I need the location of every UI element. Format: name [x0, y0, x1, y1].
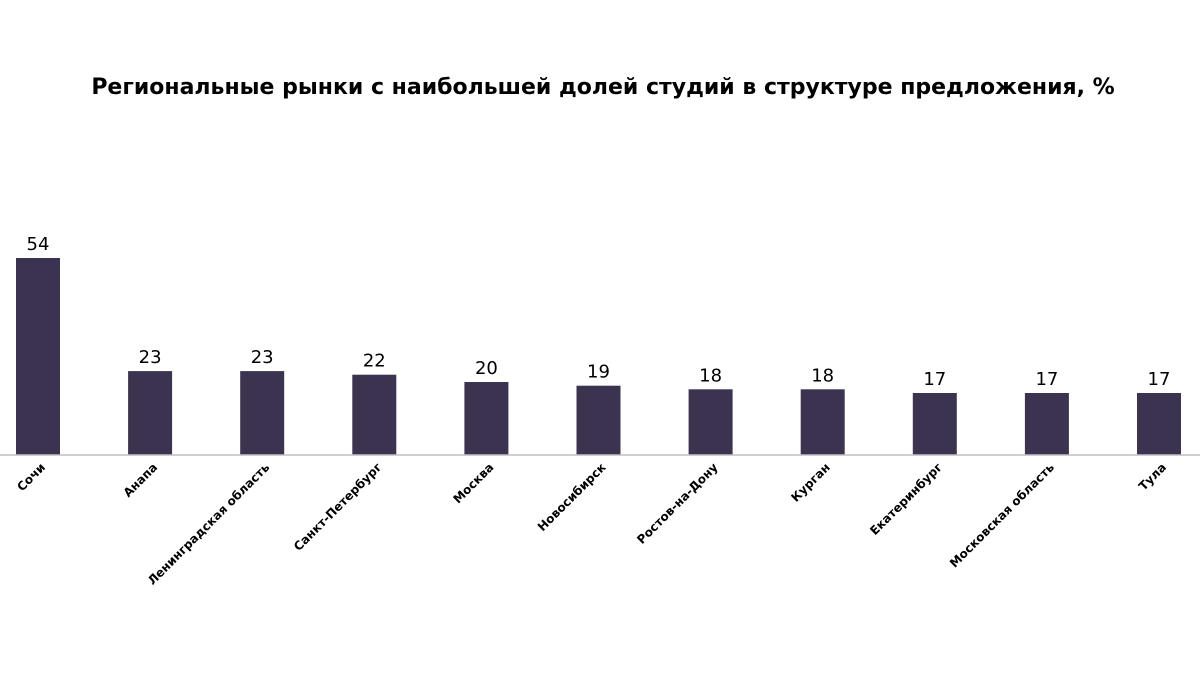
x-tick-label: Москва: [450, 460, 496, 506]
bar-value-label: 18: [811, 365, 834, 386]
bar: [912, 393, 957, 455]
bar: [800, 389, 845, 455]
bar-value-label: 17: [923, 369, 946, 390]
bar: [576, 385, 621, 455]
bar-value-label: 19: [587, 362, 610, 383]
bar: [464, 382, 509, 455]
bar-value-label: 18: [699, 365, 722, 386]
bar: [240, 371, 285, 455]
bar: [128, 371, 173, 455]
bar-value-label: 20: [475, 358, 498, 379]
bars-layer: [16, 258, 1181, 455]
x-tick-label: Тула: [1136, 460, 1169, 493]
x-tick-label: Анапа: [121, 460, 161, 500]
x-tick-label: Санкт-Петербург: [291, 460, 384, 553]
bar-value-label: 23: [139, 347, 162, 368]
chart-title: Региональные рынки с наибольшей долей ст…: [91, 75, 1114, 100]
x-tick-label: Екатеринбург: [867, 460, 945, 538]
bar-value-label: 22: [363, 351, 386, 372]
x-tick-label: Московская область: [947, 460, 1057, 570]
x-tick-label: Новосибирск: [535, 460, 609, 534]
bar: [352, 374, 397, 455]
bar: [1024, 393, 1069, 455]
bar: [16, 258, 60, 455]
x-tick-label: Ленинградская область: [145, 460, 273, 588]
x-tick-label: Ростов-на-Дону: [634, 460, 721, 547]
labels-layer: 54 23 23 22 20 19 18 18 17 17 17: [27, 234, 1171, 390]
bar-value-label: 17: [1148, 369, 1171, 390]
bar-value-label: 17: [1035, 369, 1058, 390]
x-tick-label: Курган: [788, 460, 832, 504]
bar-value-label: 54: [27, 234, 50, 255]
bar-value-label: 23: [251, 347, 274, 368]
bar: [688, 389, 733, 455]
x-tick-label: Сочи: [14, 460, 48, 494]
bar: [1137, 393, 1181, 455]
